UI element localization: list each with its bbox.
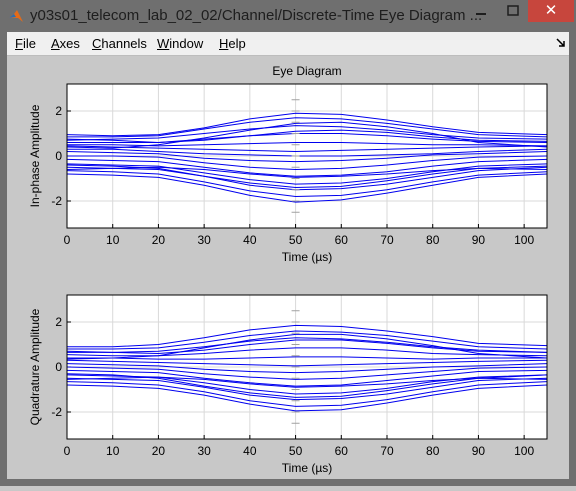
close-button[interactable]: ✕ bbox=[528, 0, 574, 22]
x-axis-label: Time (µs) bbox=[282, 461, 332, 475]
menu-axes[interactable]: Axes bbox=[51, 36, 80, 51]
eye-trace-1-15 bbox=[66, 333, 548, 360]
y-axis-label: Quadrature Amplitude bbox=[28, 308, 42, 425]
window-title: y03s01_telecom_lab_02_02/Channel/Discret… bbox=[30, 7, 483, 24]
window-border-right bbox=[569, 32, 576, 486]
menu-window[interactable]: Window bbox=[157, 36, 204, 51]
matlab-app-icon[interactable] bbox=[8, 8, 24, 24]
eye-trace-1-8 bbox=[66, 369, 548, 387]
chart-title: Eye Diagram bbox=[272, 64, 341, 78]
x-tick-label: 70 bbox=[380, 233, 394, 247]
eye-trace-0-5 bbox=[66, 145, 548, 153]
minimize-button[interactable] bbox=[464, 0, 498, 22]
eye-trace-1-7 bbox=[66, 366, 548, 380]
eye-trace-1-0 bbox=[67, 324, 548, 348]
eye-trace-1-6 bbox=[66, 363, 548, 374]
x-tick-label: 0 bbox=[64, 233, 71, 247]
x-tick-label: 50 bbox=[289, 233, 303, 247]
eye-trace-0-8 bbox=[67, 155, 548, 171]
eye-trace-1-13 bbox=[66, 339, 548, 355]
x-tick-label: 30 bbox=[197, 233, 211, 247]
y-tick-label: 2 bbox=[55, 315, 62, 329]
maximize-icon bbox=[507, 5, 519, 16]
x-tick-label: 30 bbox=[197, 444, 211, 458]
eye-trace-0-16 bbox=[66, 121, 548, 149]
x-tick-label: 100 bbox=[514, 233, 534, 247]
x-tick-label: 0 bbox=[64, 444, 71, 458]
menu-file[interactable]: File bbox=[15, 36, 36, 51]
menu-help[interactable]: Help bbox=[219, 36, 246, 51]
figure-area: 0 10 20 30 40 50 60 70 80 90 100 2 0 -2 Eye Diagram Tim… bbox=[0, 56, 576, 486]
x-tick-label: 10 bbox=[106, 233, 120, 247]
eye-trace-1-4 bbox=[67, 356, 547, 360]
minimize-icon bbox=[476, 13, 486, 15]
x-tick-label: 10 bbox=[106, 444, 120, 458]
eye-trace-0-12 bbox=[66, 170, 548, 198]
menu-channels[interactable]: Channels bbox=[92, 36, 147, 51]
dock-arrow-icon[interactable] bbox=[556, 38, 566, 48]
eye-trace-0-17 bbox=[66, 164, 548, 189]
eye-trace-1-12 bbox=[66, 384, 548, 412]
x-tick-label: 70 bbox=[380, 444, 394, 458]
eye-trace-0-7 bbox=[66, 151, 548, 163]
eye-trace-0-13 bbox=[66, 173, 548, 203]
eye-trace-0-14 bbox=[66, 129, 548, 144]
x-axis-label: Time (µs) bbox=[282, 250, 332, 264]
x-tick-label: 100 bbox=[514, 444, 534, 458]
eye-trace-1-5 bbox=[66, 359, 548, 367]
eye-trace-0-9 bbox=[66, 158, 548, 177]
y-tick-label: -2 bbox=[51, 405, 62, 419]
x-tick-label: 80 bbox=[426, 444, 440, 458]
close-icon: ✕ bbox=[544, 2, 558, 19]
y-tick-label: 0 bbox=[55, 149, 62, 163]
y-tick-label: 2 bbox=[55, 104, 62, 118]
y-axis-label: In-phase Amplitude bbox=[28, 104, 42, 207]
window-border-bottom bbox=[0, 479, 576, 486]
eye-trace-0-1 bbox=[67, 117, 548, 138]
x-tick-label: 80 bbox=[426, 233, 440, 247]
x-tick-label: 40 bbox=[243, 444, 257, 458]
eye-trace-1-10 bbox=[66, 377, 548, 401]
plot-border-0 bbox=[66, 83, 548, 229]
eye-trace-1-16 bbox=[66, 373, 548, 398]
eye-trace-0-2 bbox=[66, 125, 548, 141]
x-tick-label: 60 bbox=[335, 444, 349, 458]
menu-bar: File Axes Channels Window Help bbox=[0, 32, 576, 56]
x-tick-label: 90 bbox=[472, 444, 486, 458]
x-tick-label: 20 bbox=[152, 444, 166, 458]
y-tick-label: -2 bbox=[51, 194, 62, 208]
x-tick-label: 40 bbox=[243, 233, 257, 247]
eye-trace-1-1 bbox=[67, 330, 548, 350]
plot-border-1 bbox=[66, 294, 548, 440]
title-bar: y03s01_telecom_lab_02_02/Channel/Discret… bbox=[0, 0, 576, 32]
x-tick-label: 50 bbox=[289, 444, 303, 458]
eye-trace-1-3 bbox=[66, 347, 548, 357]
eye-trace-0-0 bbox=[66, 112, 548, 137]
window-border-left bbox=[0, 32, 7, 486]
x-tick-label: 90 bbox=[472, 233, 486, 247]
eye-trace-1-11 bbox=[66, 381, 548, 407]
maximize-button[interactable] bbox=[498, 0, 528, 22]
x-tick-label: 60 bbox=[335, 233, 349, 247]
x-tick-label: 20 bbox=[152, 233, 166, 247]
y-tick-label: 0 bbox=[55, 360, 62, 374]
